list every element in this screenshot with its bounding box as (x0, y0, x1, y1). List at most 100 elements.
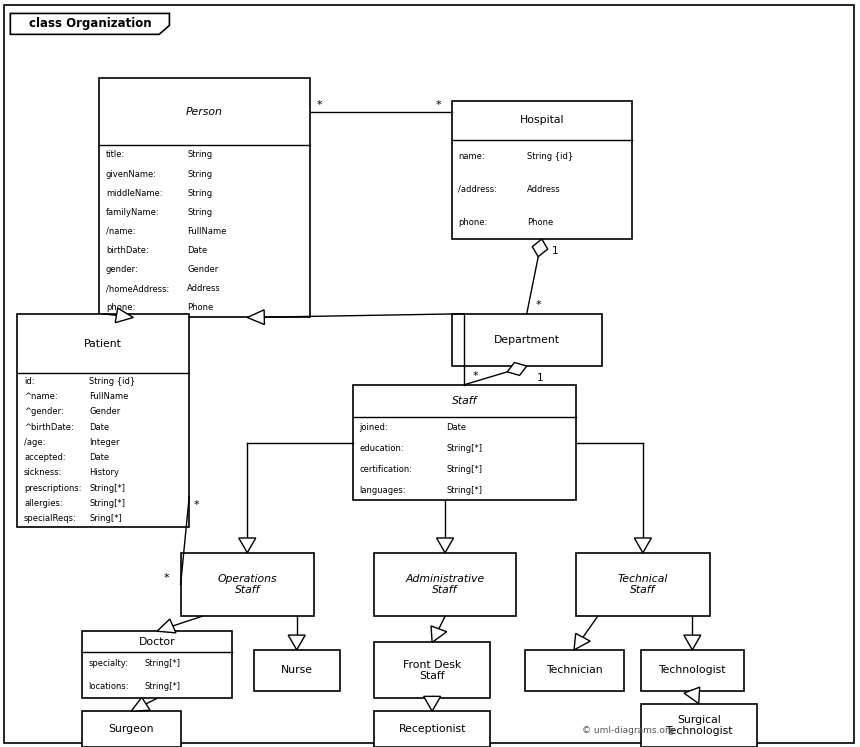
Bar (525, 650, 624, 691)
Bar (17, 314, 189, 527)
Text: phone:: phone: (106, 303, 135, 312)
Bar (254, 650, 340, 691)
Text: /name:: /name: (106, 227, 135, 236)
Text: certification:: certification: (359, 465, 413, 474)
Text: birthDate:: birthDate: (106, 246, 149, 255)
Text: History: History (89, 468, 120, 477)
Text: String {id}: String {id} (527, 152, 574, 161)
Text: Gender: Gender (187, 265, 218, 274)
Bar (452, 101, 632, 239)
Text: String: String (187, 189, 212, 198)
Polygon shape (115, 308, 133, 323)
Text: accepted:: accepted: (24, 453, 65, 462)
Text: locations:: locations: (89, 682, 129, 692)
Text: Technical
Staff: Technical Staff (617, 574, 668, 595)
Bar (374, 711, 490, 747)
Bar (641, 650, 744, 691)
Polygon shape (437, 538, 453, 553)
Text: *: * (535, 300, 541, 310)
Bar (452, 314, 602, 366)
Text: FullName: FullName (187, 227, 227, 236)
Text: Person: Person (186, 107, 223, 117)
Text: /homeAddress:: /homeAddress: (106, 285, 169, 294)
Text: ^gender:: ^gender: (24, 407, 64, 416)
Polygon shape (239, 538, 255, 553)
Bar (353, 385, 576, 500)
Polygon shape (157, 619, 176, 633)
Text: 1: 1 (537, 373, 544, 383)
Text: String[*]: String[*] (446, 444, 482, 453)
Text: © uml-diagrams.org: © uml-diagrams.org (581, 726, 674, 735)
Text: 1: 1 (552, 246, 559, 256)
Text: allergies:: allergies: (24, 499, 63, 508)
Text: String[*]: String[*] (446, 465, 482, 474)
Text: Phone: Phone (527, 218, 554, 227)
Bar (82, 711, 181, 747)
Text: Staff: Staff (452, 396, 477, 406)
Text: Date: Date (446, 423, 467, 432)
Text: Address: Address (187, 285, 221, 294)
Polygon shape (248, 310, 264, 325)
Polygon shape (684, 687, 700, 704)
Text: joined:: joined: (359, 423, 388, 432)
Text: String {id}: String {id} (89, 376, 136, 385)
Polygon shape (507, 362, 526, 376)
Text: Nurse: Nurse (280, 666, 313, 675)
Polygon shape (10, 13, 169, 34)
Text: Department: Department (494, 335, 560, 345)
Text: specialty:: specialty: (89, 659, 128, 669)
Text: String[*]: String[*] (89, 499, 126, 508)
Polygon shape (288, 635, 305, 650)
Polygon shape (424, 696, 440, 711)
Text: String[*]: String[*] (446, 486, 482, 495)
Text: Doctor: Doctor (138, 636, 175, 647)
Text: sickness:: sickness: (24, 468, 63, 477)
Text: id:: id: (24, 376, 34, 385)
Text: Date: Date (89, 453, 109, 462)
Text: Front Desk
Staff: Front Desk Staff (403, 660, 461, 681)
Text: String[*]: String[*] (144, 682, 181, 692)
Text: Technologist: Technologist (659, 666, 726, 675)
Text: Integer: Integer (89, 438, 120, 447)
Text: Address: Address (527, 185, 561, 193)
Text: Gender: Gender (89, 407, 120, 416)
Text: String[*]: String[*] (144, 659, 181, 669)
Bar (82, 631, 232, 698)
Polygon shape (574, 633, 590, 650)
Bar (641, 704, 757, 747)
Text: FullName: FullName (89, 392, 129, 401)
Text: Administrative
Staff: Administrative Staff (405, 574, 485, 595)
Text: Receptionist: Receptionist (398, 724, 466, 734)
Text: gender:: gender: (106, 265, 138, 274)
Text: Surgical
Technologist: Surgical Technologist (665, 715, 733, 736)
Bar (99, 78, 310, 317)
Text: *: * (473, 371, 479, 381)
Text: *: * (316, 99, 322, 110)
Polygon shape (131, 698, 150, 711)
Text: Date: Date (187, 246, 207, 255)
Bar (374, 553, 516, 616)
Text: prescriptions:: prescriptions: (24, 484, 82, 493)
Polygon shape (431, 626, 446, 642)
Text: givenName:: givenName: (106, 170, 157, 179)
Polygon shape (532, 239, 548, 257)
Text: ^birthDate:: ^birthDate: (24, 423, 74, 432)
Text: class Organization: class Organization (28, 17, 151, 31)
Polygon shape (635, 538, 651, 553)
Text: String[*]: String[*] (89, 484, 126, 493)
Bar (181, 553, 314, 616)
Text: specialReqs:: specialReqs: (24, 515, 77, 524)
Text: /address:: /address: (458, 185, 497, 193)
Text: familyName:: familyName: (106, 208, 159, 217)
Text: Patient: Patient (84, 338, 122, 349)
Text: Hospital: Hospital (519, 115, 564, 125)
Text: languages:: languages: (359, 486, 406, 495)
Bar (576, 553, 710, 616)
Text: Technician: Technician (546, 666, 602, 675)
Bar (374, 642, 490, 698)
Text: title:: title: (106, 150, 125, 159)
Text: String: String (187, 170, 212, 179)
Text: education:: education: (359, 444, 404, 453)
Text: Surgeon: Surgeon (108, 724, 154, 734)
Text: name:: name: (458, 152, 485, 161)
